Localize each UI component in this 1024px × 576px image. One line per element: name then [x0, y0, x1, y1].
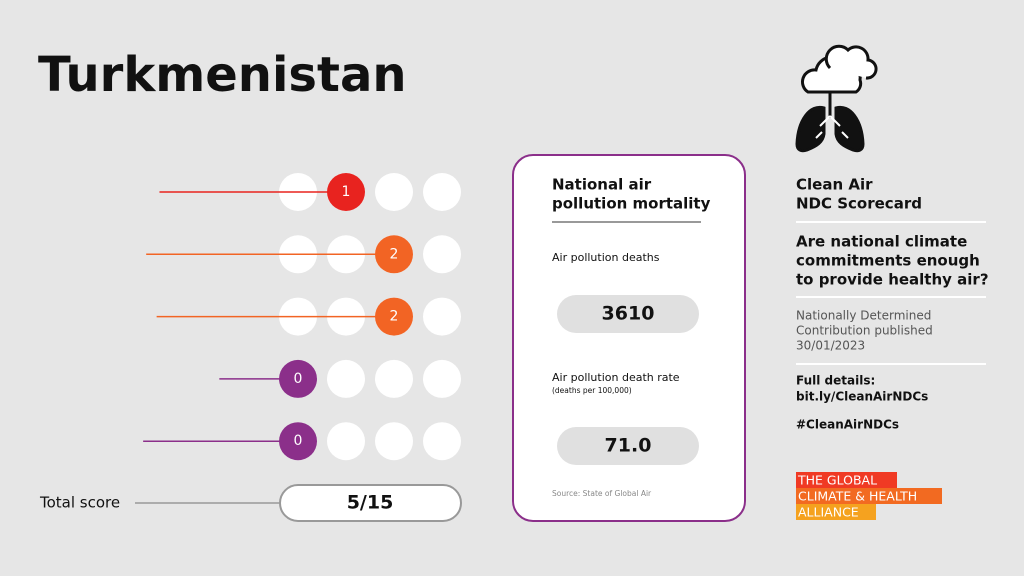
empty-dot — [423, 297, 461, 336]
text-line: pollution mortality — [552, 195, 711, 213]
empty-dot — [423, 359, 461, 398]
text-line: Contribution published — [796, 324, 933, 338]
empty-dot — [375, 359, 413, 398]
sidebar-dividers — [796, 221, 986, 365]
empty-dot — [423, 173, 461, 211]
rate-label: Air pollution death rate — [552, 371, 680, 384]
details-link[interactable]: bit.ly/CleanAirNDCs — [796, 390, 928, 404]
deaths-value: 3610 — [602, 303, 655, 325]
details-label: Full details: — [796, 374, 875, 388]
logo-line: THE GLOBAL — [797, 473, 877, 488]
hashtag: #CleanAirNDCs — [796, 418, 899, 432]
logo-line: ALLIANCE — [798, 505, 859, 520]
score-value: 2 — [390, 309, 399, 325]
logo-block — [796, 488, 942, 504]
empty-dot — [327, 422, 365, 461]
text-line: to provide healthy air? — [796, 271, 989, 289]
deaths-label: Air pollution deaths — [552, 251, 660, 264]
text-line: 30/01/2023 — [796, 339, 865, 353]
text-line: commitments enough — [796, 252, 980, 270]
empty-dot — [375, 422, 413, 461]
logo-line: CLIMATE & HEALTH — [798, 489, 917, 504]
score-dot — [375, 297, 413, 336]
score-value: 2 — [390, 246, 399, 262]
empty-dot — [423, 235, 461, 274]
score-dot — [279, 422, 317, 461]
score-dot — [375, 235, 413, 274]
text-line: Are national climate — [796, 233, 967, 251]
text-line: Nationally Determined — [796, 309, 931, 323]
total-label: Total score — [39, 494, 120, 512]
logo-block — [796, 504, 876, 520]
text-line: National air — [552, 176, 652, 194]
empty-dot — [375, 173, 413, 211]
score-value: 0 — [294, 433, 303, 449]
logo-block — [796, 472, 897, 488]
rate-pill — [557, 427, 699, 465]
rate-value: 71.0 — [605, 435, 652, 457]
total-value: 5/15 — [347, 492, 394, 514]
text-line: Clean Air — [796, 176, 873, 194]
rate-unit: (deaths per 100,000) — [552, 386, 632, 395]
score-dot — [279, 359, 317, 398]
empty-dot — [423, 422, 461, 461]
country-title: Turkmenistan — [38, 47, 407, 103]
score-value: 0 — [294, 371, 303, 387]
cloud-lungs-icon — [795, 44, 878, 153]
empty-dot — [327, 359, 365, 398]
source: Source: State of Global Air — [552, 489, 652, 498]
deaths-pill — [557, 295, 699, 333]
text-line: NDC Scorecard — [796, 195, 922, 213]
score-value: 1 — [342, 184, 351, 200]
score-dot — [327, 173, 365, 211]
